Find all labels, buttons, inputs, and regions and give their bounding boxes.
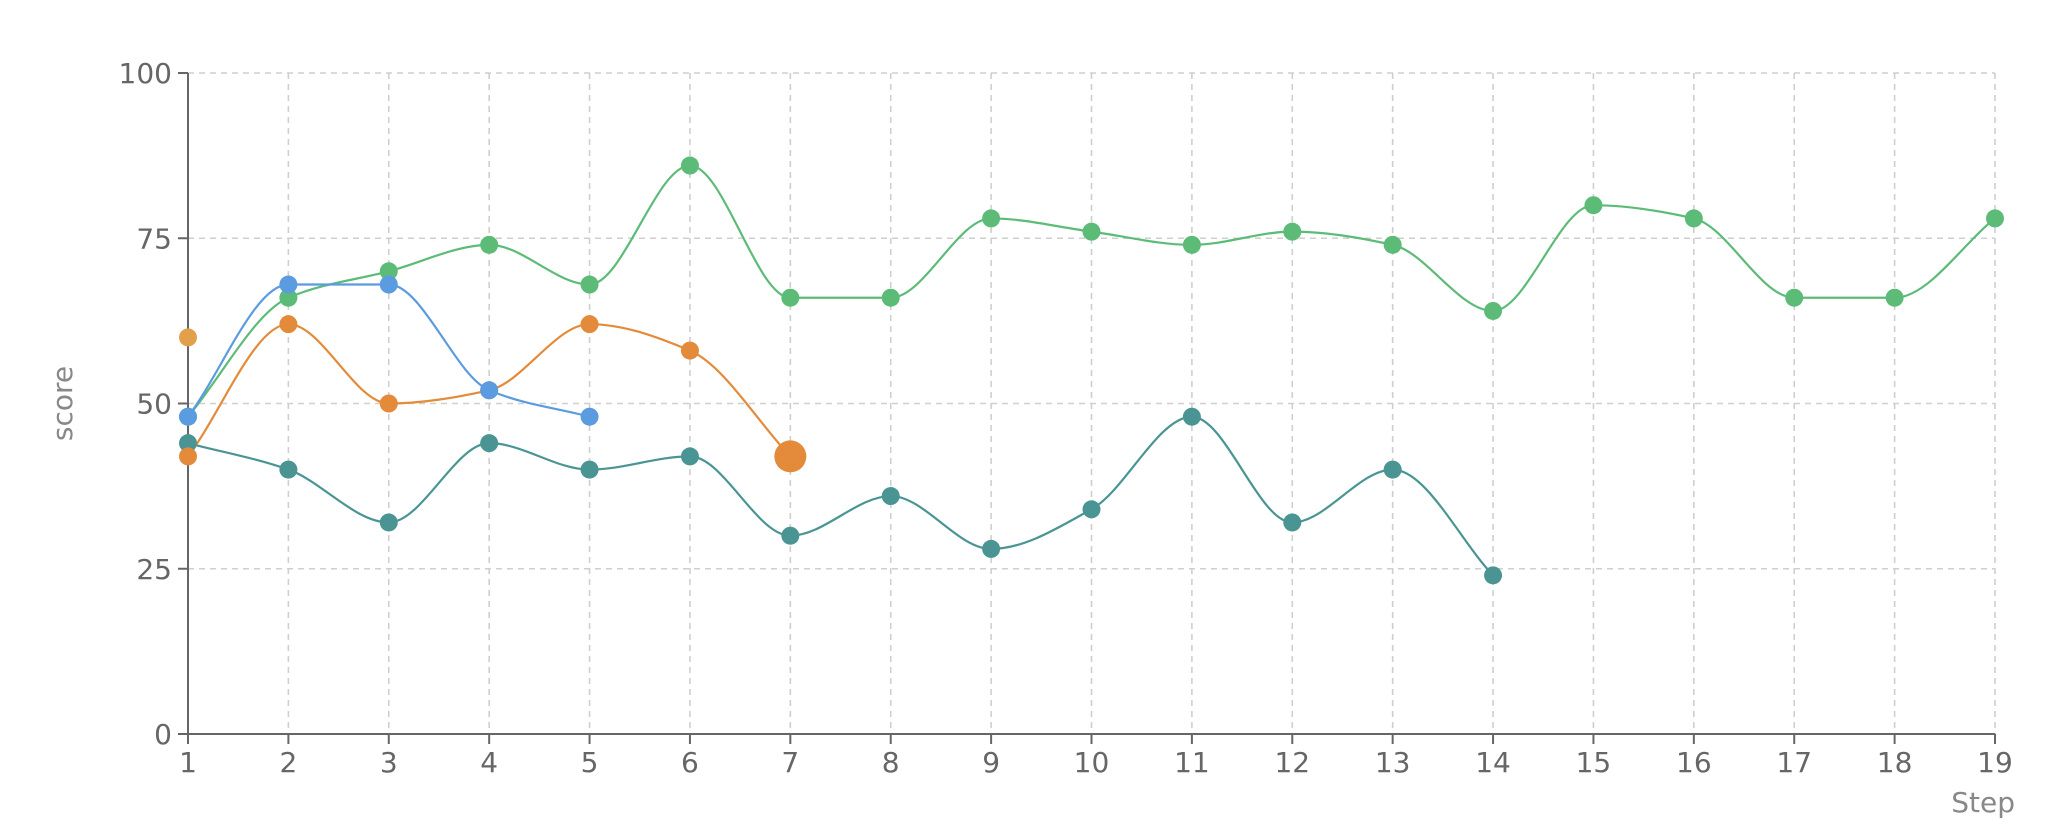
series-4-point — [179, 407, 197, 426]
series-2-line — [187, 415, 1494, 577]
series-1-point — [379, 262, 398, 281]
series-1-point — [1785, 288, 1804, 307]
y-axis-title: score — [46, 366, 79, 441]
x-tick-label: 7 — [781, 746, 799, 779]
series-2-point — [1082, 500, 1101, 519]
x-tick-label: 16 — [1676, 746, 1712, 779]
series-1-point — [1383, 235, 1402, 254]
x-tick-label: 6 — [681, 746, 699, 779]
series-1-point — [1986, 209, 2004, 228]
x-tick-label: 3 — [380, 746, 398, 779]
series-3-point — [279, 315, 298, 334]
series-1-point — [982, 209, 1001, 228]
series-4-point — [580, 407, 599, 426]
series-1-point — [580, 275, 599, 294]
series-2-point — [379, 513, 398, 532]
series-2-point — [1383, 460, 1402, 479]
x-tick-label: 4 — [480, 746, 498, 779]
series-1-point — [1283, 222, 1302, 241]
series-2-point — [1283, 513, 1302, 532]
series-1-point — [1484, 301, 1503, 320]
series-2-point — [580, 460, 599, 479]
series-2-point — [179, 434, 197, 453]
series-3-point — [580, 315, 599, 334]
series-2-point — [480, 434, 499, 453]
x-axis-title: Step — [1951, 786, 2015, 819]
series-1-point — [279, 288, 298, 307]
series-1-point — [781, 288, 800, 307]
series-2-point — [1484, 566, 1503, 585]
y-tick-label: 75 — [136, 222, 172, 255]
x-tick-label: 10 — [1074, 746, 1110, 779]
x-tick-labels: 1 2 3 4 5 6 7 8 9 10 11 12 13 14 15 16 17 18 19 — [179, 746, 2013, 779]
series-1-line — [187, 164, 1996, 418]
series-3-point — [680, 341, 699, 360]
y-tick-label: 25 — [136, 553, 172, 586]
series-2-point — [781, 526, 800, 545]
y-tick-label: 50 — [136, 388, 172, 421]
series-4-point — [279, 275, 298, 294]
x-tick-label: 14 — [1475, 746, 1511, 779]
x-tick-label: 9 — [982, 746, 1000, 779]
y-tick-label: 100 — [119, 57, 172, 90]
y-tick-label: 0 — [154, 718, 172, 751]
series-3-point — [179, 447, 197, 466]
series-2-point — [279, 460, 298, 479]
x-tick-label: 2 — [279, 746, 297, 779]
series-3-point — [379, 394, 398, 413]
series-2-point — [881, 487, 900, 506]
series-4-point — [379, 275, 398, 294]
x-tick-label: 8 — [882, 746, 900, 779]
x-tick-label: 15 — [1576, 746, 1612, 779]
series-4-point — [480, 381, 499, 400]
series-1-point — [680, 156, 699, 175]
axes — [178, 72, 1996, 744]
series-1-point — [1684, 209, 1703, 228]
extra-point — [179, 328, 197, 347]
x-tick-label: 18 — [1877, 746, 1913, 779]
series-1-point — [1082, 222, 1101, 241]
series-2-point — [680, 447, 699, 466]
series-1-point — [1182, 235, 1201, 254]
grid — [188, 72, 1996, 734]
series-2-point — [982, 539, 1001, 558]
x-tick-label: 5 — [581, 746, 599, 779]
x-tick-label: 19 — [1977, 746, 2013, 779]
x-tick-label: 17 — [1776, 746, 1812, 779]
series-3-point — [774, 440, 807, 473]
y-tick-labels: 0 25 50 75 100 — [119, 57, 172, 751]
series-1-point — [881, 288, 900, 307]
x-tick-label: 1 — [179, 746, 197, 779]
series-points — [179, 156, 2004, 585]
series-1-point — [1885, 288, 1904, 307]
series-2-point — [1182, 407, 1201, 426]
x-tick-label: 13 — [1375, 746, 1411, 779]
x-tick-label: 12 — [1274, 746, 1310, 779]
series-1-point — [480, 235, 499, 254]
series-1-point — [1584, 196, 1603, 215]
x-tick-label: 11 — [1174, 746, 1210, 779]
